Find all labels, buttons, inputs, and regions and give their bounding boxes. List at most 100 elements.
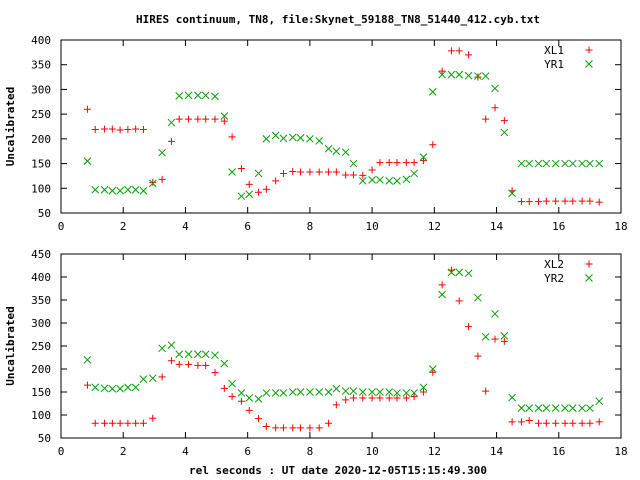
data-point bbox=[586, 404, 594, 412]
data-point bbox=[194, 361, 202, 369]
data-point bbox=[534, 404, 543, 412]
data-point bbox=[552, 419, 560, 427]
data-point bbox=[419, 153, 428, 161]
x-tick-label: 0 bbox=[58, 220, 65, 233]
data-point bbox=[586, 197, 594, 205]
y-tick-label: 300 bbox=[31, 83, 51, 96]
data-point bbox=[464, 71, 473, 80]
data-point bbox=[167, 137, 175, 145]
data-point bbox=[385, 394, 393, 402]
data-point bbox=[535, 198, 543, 206]
data-point bbox=[297, 424, 305, 432]
series-xl1 bbox=[83, 47, 603, 206]
data-point bbox=[568, 404, 577, 412]
data-point bbox=[410, 389, 418, 397]
legend-label: XL1 bbox=[544, 44, 564, 57]
data-point bbox=[525, 159, 534, 168]
legend-marker bbox=[585, 60, 593, 68]
y-tick-label: 350 bbox=[31, 294, 51, 307]
data-point bbox=[402, 389, 411, 397]
y-axis-title: Uncalibrated bbox=[4, 87, 17, 166]
y-tick-label: 400 bbox=[31, 271, 51, 284]
x-tick-label: 4 bbox=[182, 445, 189, 458]
data-point bbox=[83, 105, 91, 113]
data-point bbox=[306, 135, 314, 143]
x-tick-label: 2 bbox=[120, 445, 127, 458]
data-point bbox=[410, 393, 418, 401]
data-point bbox=[245, 180, 253, 188]
data-point bbox=[508, 418, 516, 426]
data-point bbox=[385, 177, 394, 185]
data-point bbox=[368, 388, 376, 396]
data-point bbox=[108, 186, 117, 195]
data-point bbox=[578, 404, 586, 412]
data-point bbox=[508, 393, 516, 402]
y-tick-label: 450 bbox=[31, 248, 51, 261]
data-point bbox=[132, 419, 140, 427]
data-point bbox=[385, 388, 394, 396]
data-point bbox=[474, 72, 482, 80]
data-point bbox=[262, 389, 271, 397]
data-point bbox=[185, 360, 193, 368]
data-point bbox=[595, 418, 603, 426]
x-tick-label: 6 bbox=[244, 220, 251, 233]
y-tick-label: 150 bbox=[31, 386, 51, 399]
y-tick-label: 50 bbox=[38, 207, 51, 220]
x-tick-label: 12 bbox=[428, 220, 441, 233]
data-point bbox=[525, 404, 534, 412]
data-point bbox=[465, 323, 473, 331]
data-point bbox=[100, 185, 109, 194]
data-point bbox=[255, 415, 263, 423]
data-point bbox=[325, 419, 333, 427]
y-tick-label: 200 bbox=[31, 133, 51, 146]
data-point bbox=[465, 51, 473, 59]
data-point bbox=[139, 375, 148, 383]
data-point bbox=[500, 332, 509, 340]
data-point bbox=[101, 125, 109, 133]
data-point bbox=[569, 419, 577, 427]
legend-label: YR1 bbox=[544, 58, 564, 71]
data-point bbox=[272, 177, 280, 185]
data-point bbox=[124, 383, 132, 392]
data-point bbox=[376, 394, 384, 402]
data-point bbox=[83, 355, 92, 364]
data-point bbox=[474, 73, 482, 81]
data-point bbox=[447, 70, 456, 79]
data-point bbox=[237, 165, 245, 173]
data-point bbox=[262, 423, 270, 430]
data-point bbox=[124, 419, 132, 427]
data-point bbox=[359, 394, 367, 402]
data-point bbox=[108, 384, 117, 393]
data-point bbox=[358, 388, 367, 396]
data-point bbox=[349, 394, 357, 402]
data-point bbox=[271, 389, 280, 397]
data-point bbox=[358, 177, 367, 185]
data-point bbox=[332, 147, 341, 156]
data-point bbox=[455, 297, 463, 305]
data-point bbox=[535, 419, 543, 427]
data-point bbox=[324, 388, 333, 396]
data-point bbox=[83, 157, 92, 165]
data-point bbox=[254, 395, 263, 403]
y-tick-label: 200 bbox=[31, 363, 51, 376]
data-point bbox=[561, 197, 569, 205]
series-yr1 bbox=[83, 70, 604, 201]
data-point bbox=[525, 417, 533, 425]
data-point bbox=[202, 361, 210, 369]
data-point bbox=[288, 133, 297, 142]
data-point bbox=[262, 185, 270, 193]
data-point bbox=[500, 128, 509, 137]
data-point bbox=[306, 424, 314, 432]
lower-plot: 50 100 150 200 250 300 350 400 450 0 2 4 6 8 10 12 14 16 1… bbox=[4, 248, 628, 458]
data-point bbox=[325, 168, 333, 176]
data-point bbox=[184, 350, 193, 359]
data-point bbox=[306, 168, 314, 176]
data-point bbox=[393, 394, 401, 402]
data-point bbox=[402, 175, 411, 184]
data-point bbox=[500, 117, 508, 125]
y-tick-label: 50 bbox=[38, 432, 51, 445]
data-point bbox=[578, 419, 586, 427]
data-point bbox=[464, 269, 473, 278]
data-point bbox=[447, 268, 456, 277]
